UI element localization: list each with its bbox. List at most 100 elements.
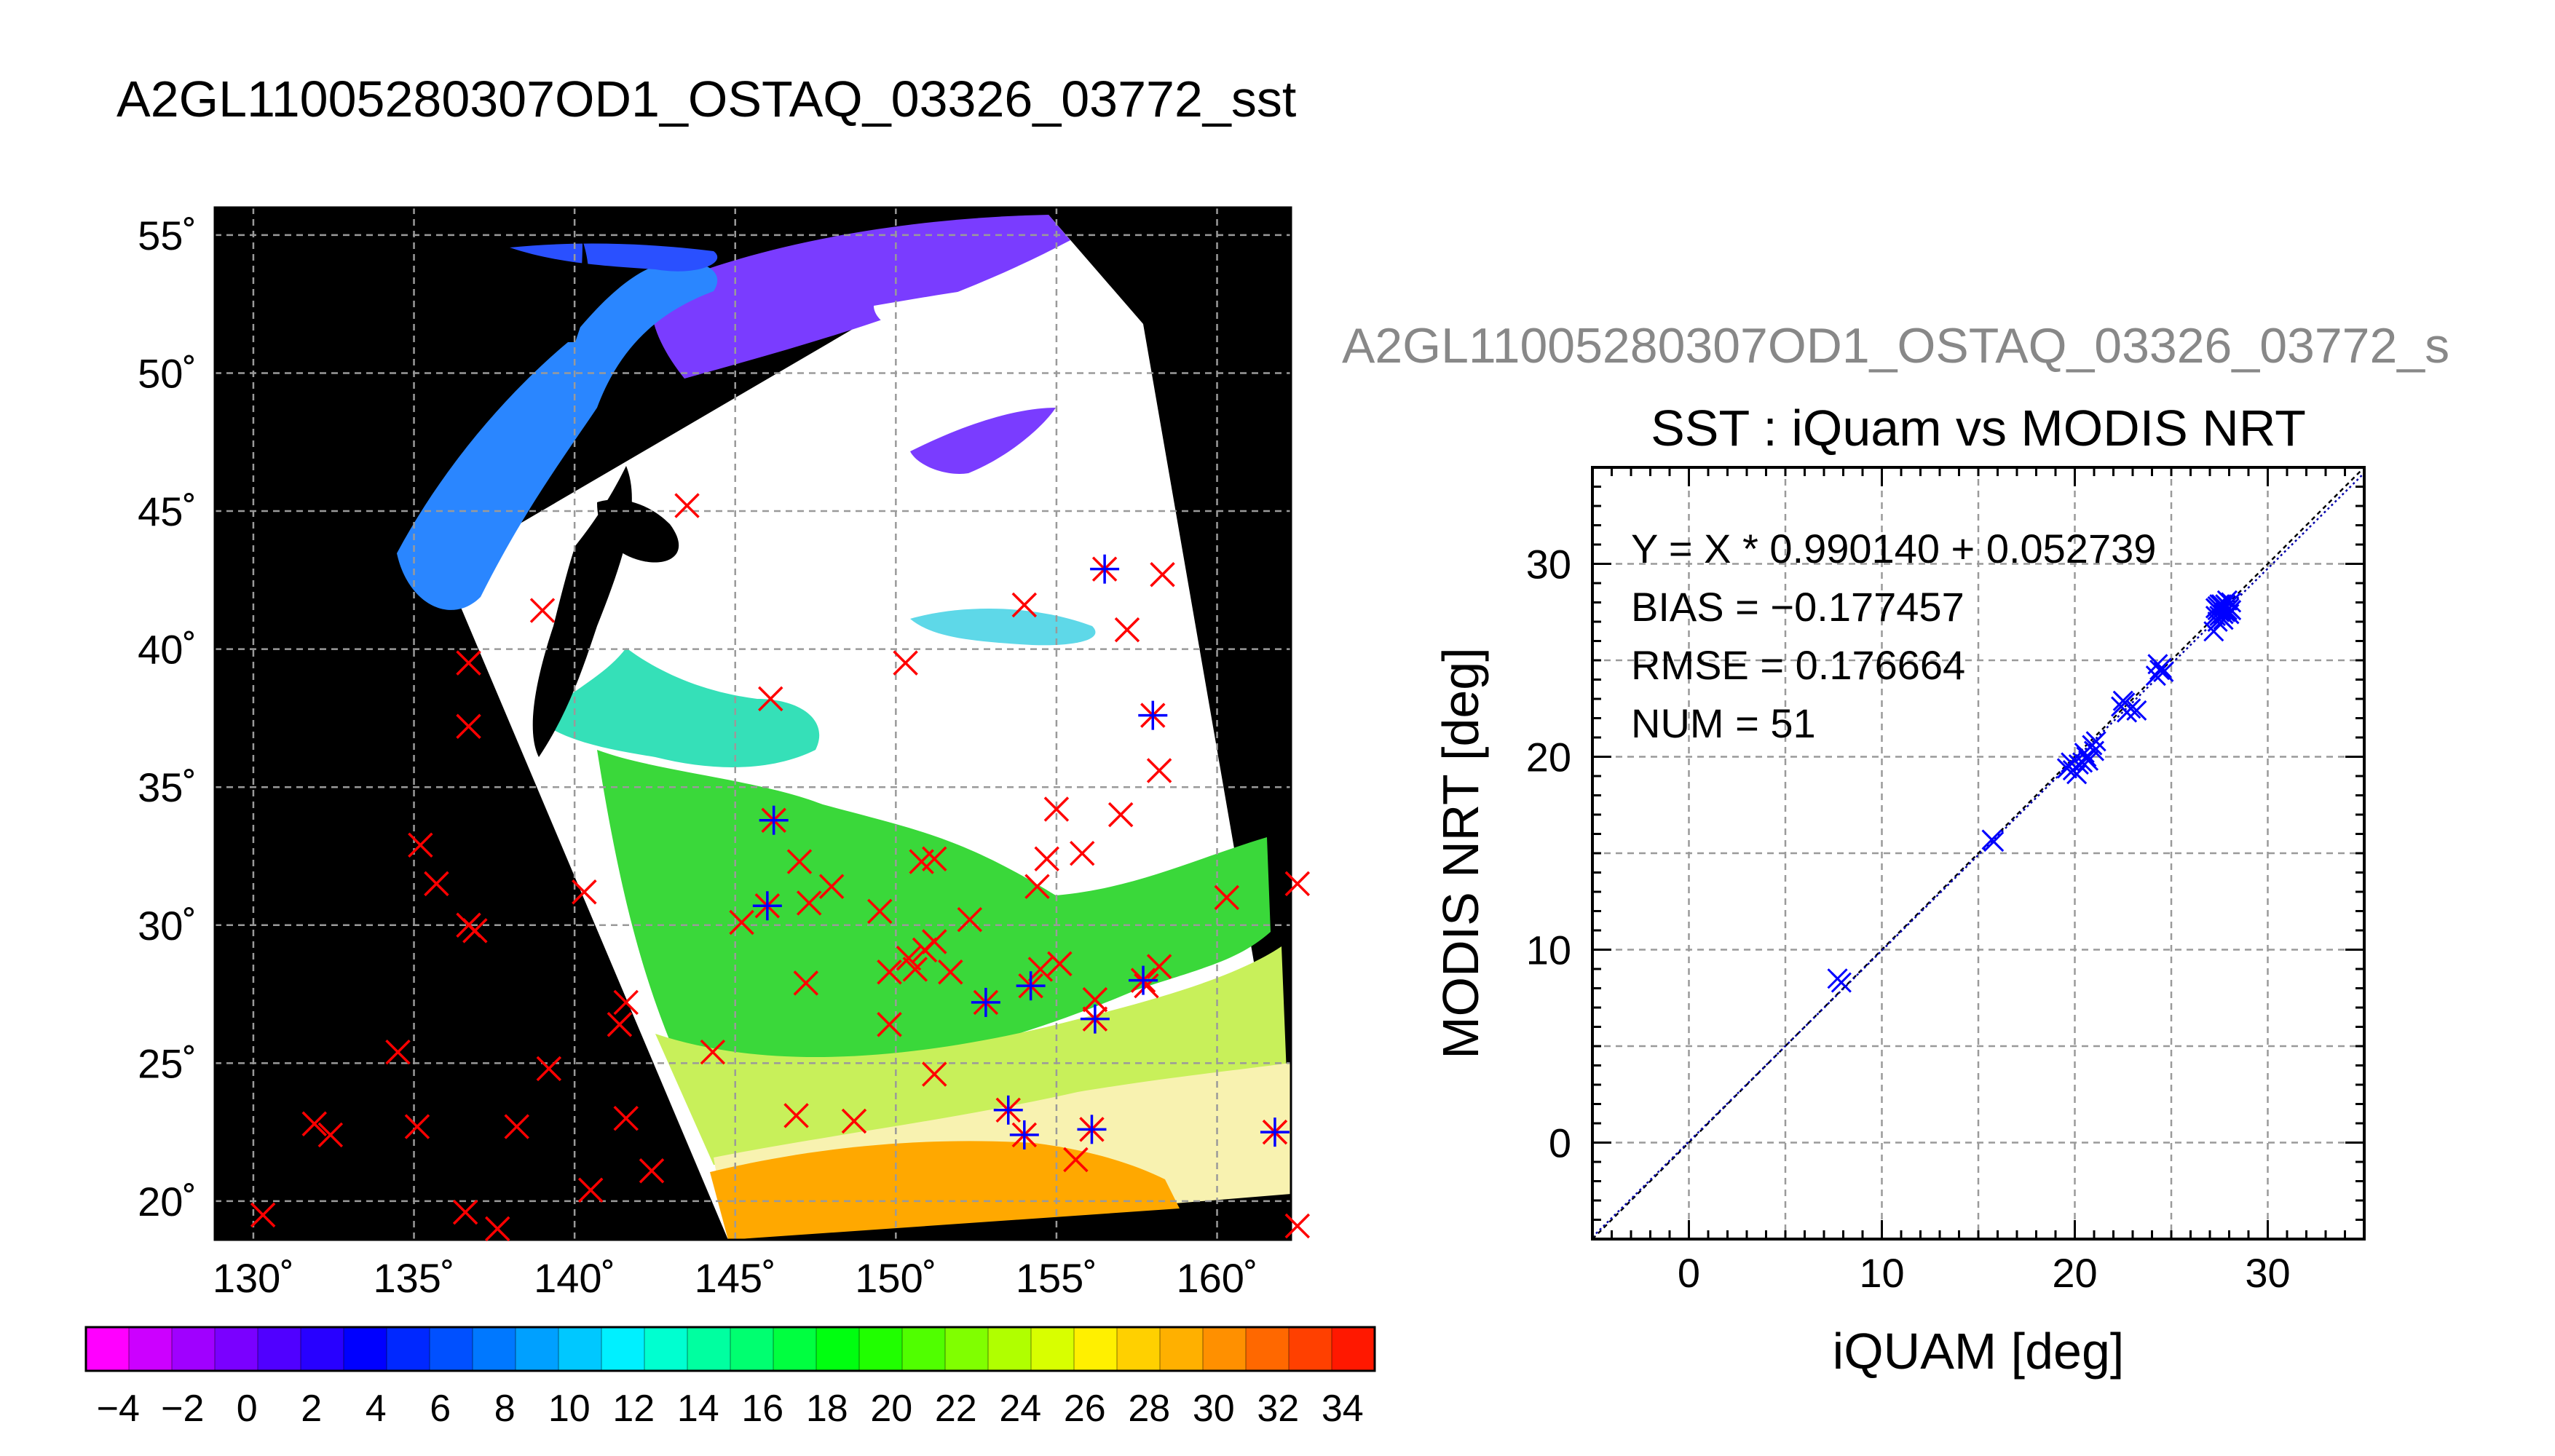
- scatter-point: [2112, 690, 2133, 711]
- scatter-annotations: Y = X * 0.990140 + 0.052739 BIAS = −0.177…: [1631, 526, 2156, 746]
- map-markers: [250, 493, 1311, 1242]
- map-marker-unmatched: [1146, 758, 1172, 783]
- scatter-annotation: NUM = 51: [1631, 700, 1816, 746]
- map-marker-unmatched: [1034, 846, 1059, 872]
- map-marker-matched: [1016, 971, 1046, 1001]
- map-marker-unmatched: [456, 650, 481, 676]
- scatter-points: [1827, 590, 2242, 993]
- scatter-point: [2207, 596, 2228, 617]
- colorbar-tick-label: 18: [806, 1388, 848, 1430]
- colorbar-tick-label: 14: [677, 1388, 719, 1430]
- map-marker-unmatched: [841, 1108, 867, 1134]
- scatter-x-axis-label: iQUAM [deg]: [1833, 1323, 2125, 1380]
- map-marker-unmatched: [793, 970, 819, 996]
- map-marker-unmatched: [1024, 874, 1050, 899]
- scatter-point: [2061, 752, 2082, 773]
- colorbar-cell: [1074, 1327, 1118, 1371]
- colorbar-tick-label: 24: [999, 1388, 1041, 1430]
- colorbar-cell: [1203, 1327, 1247, 1371]
- map-marker-unmatched: [1114, 617, 1140, 643]
- map-marker-unmatched: [613, 1105, 639, 1131]
- map-marker-matched: [1009, 1120, 1039, 1150]
- scatter-x-tick-label: 10: [1859, 1250, 1904, 1296]
- scatter-x-tick-label: 30: [2245, 1250, 2290, 1296]
- map-marker-matched: [971, 987, 1000, 1017]
- map-marker-unmatched: [301, 1111, 328, 1136]
- map-marker-unmatched: [1063, 1147, 1089, 1173]
- map-marker-unmatched: [250, 1202, 276, 1228]
- map-marker-unmatched: [572, 879, 597, 905]
- map-marker-unmatched: [1043, 796, 1070, 822]
- map-marker-unmatched: [893, 650, 918, 676]
- japan-sea-blue: [397, 261, 718, 610]
- colorbar-cell: [773, 1327, 817, 1371]
- colorbar-cell: [945, 1327, 989, 1371]
- colorbar-tick-label: 28: [1128, 1388, 1170, 1430]
- map-marker-unmatched: [1107, 802, 1134, 828]
- map-marker-unmatched: [700, 1039, 726, 1065]
- map-marker-unmatched: [1047, 951, 1073, 977]
- map-marker-unmatched: [607, 1012, 633, 1037]
- colorbar-tick-label: 12: [612, 1388, 655, 1430]
- scatter-chart: A2GL11005280307OD1_OSTAQ_03326_03772_s S…: [1342, 318, 2449, 1380]
- map-marker-unmatched: [385, 1039, 411, 1065]
- scatter-x-tick-label: 20: [2052, 1250, 2097, 1296]
- map-marker-matched: [752, 891, 782, 921]
- map-marker-matched: [1080, 1004, 1110, 1034]
- swath-cyan-patch: [910, 609, 1096, 646]
- colorbar-tick-label: 0: [237, 1388, 258, 1430]
- colorbar-cells: [86, 1327, 1375, 1371]
- scatter-y-tick-label: 10: [1526, 927, 1571, 973]
- colorbar-tick-labels: −4 −2 0 2 4 6 8 10 12 14 16 18 20 22 24 26 28 30 32 34: [97, 1388, 1364, 1430]
- colorbar-cell: [1117, 1327, 1161, 1371]
- map-marker-unmatched: [1146, 954, 1172, 979]
- map-x-tick-label: 155˚: [1016, 1255, 1097, 1301]
- scatter-point: [2074, 743, 2095, 764]
- scatter-y-tick-label: 0: [1549, 1120, 1571, 1166]
- swath-orange-region: [710, 1141, 1180, 1240]
- okhotsk-blue: [510, 243, 718, 272]
- map-x-tick-label: 140˚: [534, 1255, 615, 1301]
- map-marker-unmatched: [1284, 1213, 1311, 1239]
- scatter-annotation: Y = X * 0.990140 + 0.052739: [1631, 526, 2156, 571]
- colorbar-tick-label: 16: [741, 1388, 783, 1430]
- colorbar-tick-label: 6: [430, 1388, 451, 1430]
- map-marker-unmatched: [577, 1177, 604, 1203]
- map-y-tick-labels: 20˚ 25˚ 30˚ 35˚ 40˚ 45˚ 50˚ 55˚: [138, 213, 197, 1224]
- scatter-point: [2056, 758, 2077, 779]
- map-x-tick-label: 130˚: [213, 1255, 294, 1301]
- scatter-point: [2116, 702, 2138, 723]
- colorbar-cell: [172, 1327, 216, 1371]
- map-marker-unmatched: [786, 849, 813, 874]
- map-marker-unmatched: [1027, 957, 1054, 982]
- colorbar-cell: [344, 1327, 387, 1371]
- scatter-y-axis-label: MODIS NRT [deg]: [1432, 647, 1489, 1059]
- colorbar-cell: [129, 1327, 173, 1371]
- colorbar-cell: [516, 1327, 559, 1371]
- map-marker-unmatched: [783, 1103, 809, 1128]
- colorbar-tick-label: 34: [1322, 1388, 1364, 1430]
- map-marker-unmatched: [452, 1199, 478, 1225]
- map-marker-unmatched: [674, 493, 700, 518]
- map-y-tick-label: 35˚: [138, 764, 197, 810]
- map-marker-matched: [1090, 554, 1120, 584]
- map-marker-unmatched: [938, 959, 963, 985]
- map-marker-unmatched: [317, 1122, 344, 1148]
- colorbar-frame: [84, 1326, 1376, 1372]
- map-marker-matched: [993, 1095, 1023, 1125]
- map-marker-unmatched: [424, 871, 449, 897]
- map-y-tick-label: 25˚: [138, 1040, 197, 1086]
- map-marker-unmatched: [613, 989, 639, 1016]
- swath-cloud-north: [874, 283, 1092, 342]
- map-marker-matched: [1129, 965, 1158, 995]
- colorbar: −4 −2 0 2 4 6 8 10 12 14 16 18 20 22 24 26 28 30 32 34: [84, 1326, 1376, 1430]
- map-marker-unmatched: [922, 846, 947, 872]
- map-marker-unmatched: [796, 890, 822, 916]
- map-x-tick-label: 145˚: [695, 1255, 776, 1301]
- map-marker-unmatched: [818, 874, 845, 899]
- colorbar-cell: [558, 1327, 602, 1371]
- colorbar-cell: [1289, 1327, 1332, 1371]
- map-marker-unmatched: [1134, 973, 1159, 999]
- map-marker-unmatched: [957, 906, 983, 933]
